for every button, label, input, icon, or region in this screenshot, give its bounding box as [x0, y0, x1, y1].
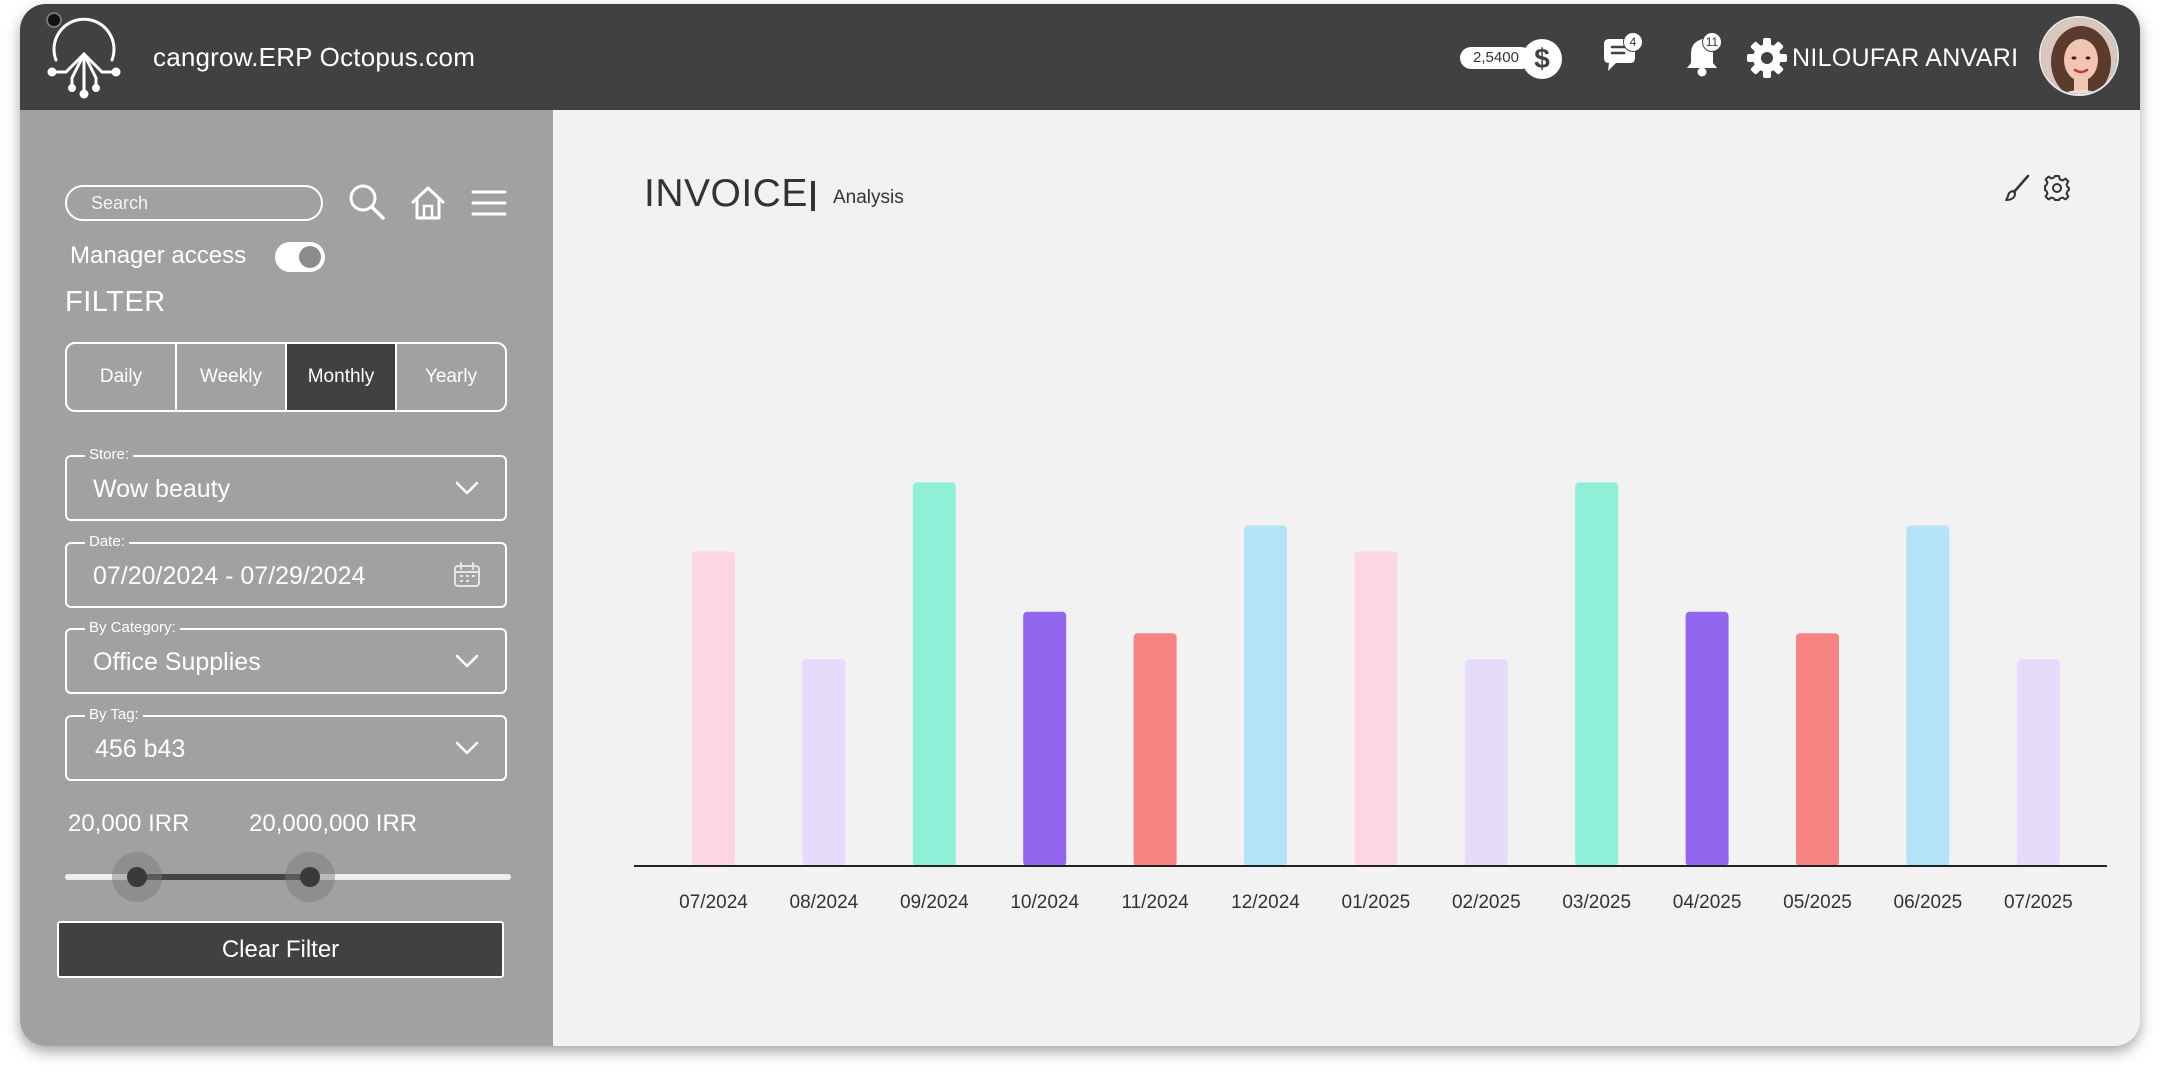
notifications-button[interactable]: 11	[1682, 32, 1726, 82]
chevron-down-icon	[455, 481, 479, 495]
chart-settings-gear-icon[interactable]	[2043, 174, 2071, 202]
store-label: Store:	[85, 447, 134, 463]
invoice-bar-chart: 07/2024 08/2024 09/2024 10/2024 11/2024 12/20…	[634, 482, 2107, 913]
octopus-logo-icon[interactable]	[42, 14, 126, 102]
bar-04/2025[interactable]	[1685, 611, 1729, 866]
home-icon[interactable]	[409, 184, 447, 222]
category-value: Office Supplies	[93, 648, 261, 676]
dollar-icon: $	[1522, 39, 1562, 79]
manager-access-label: Manager access	[70, 242, 247, 269]
date-value: 07/20/2024 - 07/29/2024	[93, 562, 366, 590]
messages-badge: 4	[1623, 32, 1643, 52]
balance-value: 2,5400	[1460, 47, 1532, 69]
x-tick-label: 07/2024	[679, 892, 748, 913]
toggle-knob	[299, 246, 321, 268]
main-panel: INVOICE Analysis 07/2024 08/2024 09/2024 10…	[553, 110, 2140, 1046]
messages-button[interactable]: 4	[1600, 32, 1644, 80]
top-header: cangrow.ERP Octopus.com 2,5400 $ 4 11	[20, 4, 2140, 110]
bar-10/2024[interactable]	[1023, 611, 1067, 866]
store-select[interactable]: Store: Wow beauty	[65, 447, 507, 521]
bar-09/2024[interactable]	[912, 482, 956, 866]
x-tick-label: 06/2025	[1894, 892, 1963, 913]
x-tick-label: 12/2024	[1231, 892, 1300, 913]
x-tick-label: 09/2024	[900, 892, 969, 913]
store-value: Wow beauty	[93, 475, 231, 503]
x-tick-label: 08/2024	[790, 892, 859, 913]
chevron-down-icon	[455, 654, 479, 668]
range-max-thumb[interactable]	[300, 867, 320, 887]
category-label: By Category:	[85, 620, 180, 636]
bar-03/2025[interactable]	[1575, 482, 1619, 866]
bar-07/2024[interactable]	[692, 551, 735, 866]
tag-label: By Tag:	[85, 707, 143, 723]
edit-brush-icon[interactable]	[2004, 174, 2032, 202]
clear-filter-button[interactable]: Clear Filter	[57, 921, 504, 978]
period-yearly[interactable]: Yearly	[424, 366, 478, 387]
user-name[interactable]: NILOUFAR ANVARI	[1792, 44, 2019, 72]
bar-11/2024[interactable]	[1133, 633, 1177, 866]
date-label: Date:	[85, 534, 129, 550]
x-tick-label: 01/2025	[1342, 892, 1411, 913]
range-min-label: 20,000 IRR	[68, 810, 190, 837]
window-control-dot[interactable]	[46, 12, 62, 28]
filter-title: FILTER	[65, 286, 166, 318]
manager-access-toggle[interactable]	[275, 242, 325, 272]
page-title: INVOICE	[644, 172, 808, 215]
x-tick-label: 07/2025	[2004, 892, 2073, 913]
tag-select[interactable]: By Tag: 456 b43	[65, 707, 507, 781]
chevron-down-icon	[455, 741, 479, 755]
search-icon[interactable]	[347, 182, 387, 222]
user-avatar[interactable]	[2039, 16, 2119, 96]
period-selector: Daily Weekly Monthly Yearly	[65, 342, 507, 412]
category-select[interactable]: By Category: Office Supplies	[65, 620, 507, 694]
page-subtitle: Analysis	[833, 187, 904, 208]
tag-value: 456 b43	[95, 735, 186, 763]
app-window: cangrow.ERP Octopus.com 2,5400 $ 4 11	[20, 4, 2140, 1046]
bar-08/2024[interactable]	[802, 659, 846, 866]
gear-icon[interactable]	[1746, 37, 1788, 79]
x-tick-label: 11/2024	[1121, 892, 1189, 913]
avatar-portrait-icon	[2041, 18, 2117, 94]
search-input[interactable]	[65, 185, 323, 221]
bar-02/2025[interactable]	[1464, 659, 1508, 866]
bar-01/2025[interactable]	[1354, 551, 1398, 866]
range-min-thumb[interactable]	[127, 867, 147, 887]
notifications-badge: 11	[1702, 32, 1722, 52]
period-monthly[interactable]: Monthly	[287, 344, 397, 410]
calendar-icon[interactable]	[453, 562, 481, 588]
x-tick-label: 05/2025	[1783, 892, 1852, 913]
app-title: cangrow.ERP Octopus.com	[153, 42, 476, 72]
bar-12/2024[interactable]	[1244, 525, 1287, 866]
period-weekly[interactable]: Weekly	[177, 344, 287, 410]
filter-sidebar: Manager access FILTER Daily Weekly Month…	[20, 110, 553, 1046]
menu-icon[interactable]	[471, 188, 507, 218]
x-tick-label: 10/2024	[1010, 892, 1079, 913]
period-daily[interactable]: Daily	[67, 344, 177, 410]
price-range-selected	[137, 874, 310, 880]
bar-07/2025[interactable]	[2016, 659, 2060, 866]
range-max-label: 20,000,000 IRR	[249, 810, 418, 837]
x-tick-label: 03/2025	[1562, 892, 1631, 913]
date-range-field[interactable]: Date: 07/20/2024 - 07/29/2024	[65, 534, 507, 608]
bar-06/2025[interactable]	[1906, 525, 1950, 866]
x-tick-label: 02/2025	[1452, 892, 1521, 913]
x-tick-label: 04/2025	[1673, 892, 1742, 913]
bar-05/2025[interactable]	[1796, 633, 1839, 866]
title-divider	[811, 181, 815, 211]
